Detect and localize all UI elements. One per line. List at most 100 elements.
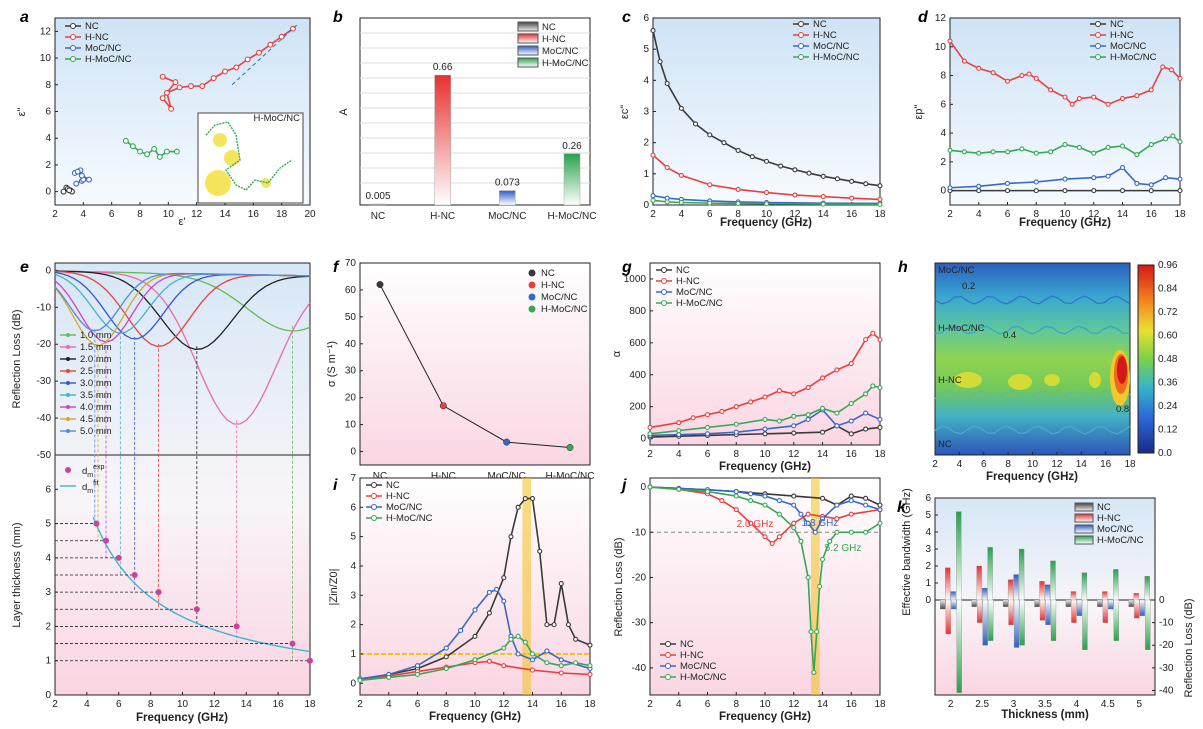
k-bandwidth-bar: [945, 567, 951, 601]
k-ytick2-label: -40: [1159, 685, 1174, 696]
f-category-label: NC: [373, 471, 387, 482]
j-ytick-label: -30: [632, 618, 647, 629]
g-xtick-label: 18: [874, 449, 886, 460]
i-point: [544, 622, 550, 628]
i-ytick-label: 0: [350, 678, 356, 689]
d-point: [1119, 165, 1126, 171]
d-point: [1076, 96, 1082, 102]
k-rl-bar: [1065, 599, 1072, 607]
g-point: [848, 431, 854, 437]
a-xtick-label: 12: [191, 209, 203, 220]
j-ytick-label: -20: [632, 572, 647, 583]
c-point: [678, 172, 684, 178]
j-point: [805, 511, 811, 517]
a-ytick-label: 8: [45, 80, 51, 91]
b-bar-H-NC: [434, 74, 451, 206]
c-ytick-label: 1: [643, 169, 649, 180]
j-xtick-label: 8: [733, 699, 739, 710]
d-ytick-label: 10: [935, 42, 947, 53]
k-bandwidth-bar: [956, 511, 962, 601]
i-point: [558, 663, 564, 669]
i-ytick-label: 6: [350, 502, 356, 513]
a-xlabel: ε': [178, 216, 185, 228]
e-ytick-label: -10: [37, 302, 52, 313]
f-ytick-label: 70: [345, 258, 357, 269]
j-point: [834, 529, 840, 535]
i-xtick-label: 12: [498, 699, 510, 710]
k-legend-label: H-MoC/NC: [1097, 535, 1144, 546]
g-point: [647, 424, 653, 430]
c-xtick-label: 2: [650, 209, 656, 220]
panel-k: 0 1 2 3 4 5 6 0 -10 -20 -30 -40 2 2.5 3 3.5 4 4.5 5 NCH-NCM…: [901, 488, 1195, 721]
k-ytick2-label: -20: [1159, 640, 1174, 651]
k-bandwidth-bar: [1113, 569, 1119, 601]
a-inset-circle: [213, 133, 227, 147]
g-point: [848, 361, 854, 367]
a-xtick-label: 2: [52, 209, 58, 220]
c-legend-marker: [798, 32, 804, 38]
h-contour: [934, 390, 1131, 400]
j-annotation: 1.8 GHz: [802, 518, 839, 529]
d-ytick-label: 4: [940, 128, 946, 139]
c-point: [735, 186, 741, 192]
j-point: [819, 516, 826, 522]
e-legend-marker: [66, 345, 70, 349]
d-line-H-NC: [949, 40, 1181, 106]
e-legend-label: 4.5 mm: [80, 414, 112, 425]
j-legend-marker: [665, 674, 671, 680]
i-xtick-label: 2: [357, 699, 363, 710]
c-xtick-label: 8: [735, 209, 741, 220]
k-bandwidth-bar: [1081, 572, 1088, 601]
e-legend-marker: [66, 393, 70, 397]
a-legend-marker: [70, 34, 76, 40]
j-point: [848, 498, 854, 504]
h-contour: [934, 425, 1131, 435]
a-ytick-label: 0: [45, 187, 51, 198]
a-inset-circle: [205, 170, 231, 196]
d-point: [976, 150, 982, 156]
g-xtick-label: 8: [733, 449, 739, 460]
b-ylabel: A: [338, 108, 350, 116]
a-point: [172, 79, 179, 86]
h-heatmap: [934, 262, 1131, 456]
i-point: [443, 645, 449, 651]
e-fit-legend-label: dmexp: [82, 464, 105, 479]
i-point: [472, 607, 478, 613]
j-point: [877, 520, 883, 526]
f-legend-marker: [528, 281, 536, 289]
k-ytick-label: 5: [925, 510, 931, 521]
g-xtick-label: 12: [788, 449, 800, 460]
b-category-label: H-MoC/NC: [548, 211, 597, 222]
d-point: [1004, 180, 1011, 186]
j-xlabel: Frequency (GHz): [719, 711, 811, 723]
a-point: [129, 143, 136, 150]
a-point: [144, 151, 151, 158]
k-rl-bar: [987, 599, 994, 641]
g-point: [863, 391, 869, 397]
c-ytick-label: 6: [643, 13, 649, 24]
d-point: [947, 147, 953, 153]
i-point: [522, 639, 528, 645]
h-contour: [934, 325, 1131, 335]
d-point: [1033, 188, 1039, 194]
d-legend-marker: [1095, 54, 1101, 60]
h-hotspot: [1117, 356, 1127, 384]
e-ytick-label: -50: [37, 450, 52, 461]
b-category-label: H-NC: [430, 211, 455, 222]
k-bandwidth-bar: [1007, 579, 1014, 601]
c-point: [763, 158, 770, 164]
j-point: [647, 484, 653, 490]
panel-d-frame: [949, 17, 1181, 206]
k-rl-bar: [1034, 599, 1040, 607]
panel-b: 0.005NC0.66H-NC0.073MoC/NC0.26H-MoC/NCNC…: [338, 17, 597, 222]
i-point: [529, 651, 536, 657]
b-bar-H-MoC/NC: [563, 153, 581, 206]
j-legend-label: H-MoC/NC: [680, 672, 727, 683]
e-xtick-label: 10: [177, 699, 189, 710]
i-ytick-label: 7: [350, 473, 356, 484]
h-colorbar-label: 0.84: [1158, 284, 1178, 295]
i-point: [558, 581, 564, 587]
d-point: [1062, 188, 1068, 194]
